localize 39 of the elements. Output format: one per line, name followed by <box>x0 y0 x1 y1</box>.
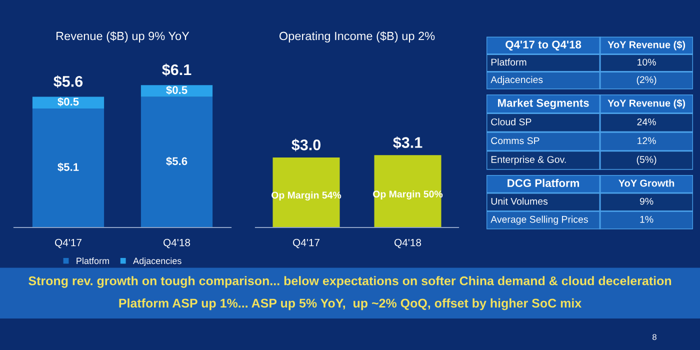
text: 9% <box>640 198 654 205</box>
text: Platform ASP up 1%... ASP up 5% YoY, up ~2% QoQ, offset by higher SoC mix <box>119 298 582 310</box>
data-label: $0.5 <box>58 97 79 106</box>
text: 24% <box>637 118 656 126</box>
text: Platform <box>491 58 526 66</box>
data-label: $0.5 <box>166 86 188 95</box>
text: Q4'17 to Q4'18 <box>506 40 582 51</box>
x-tick-label: Q4'18 <box>164 238 190 248</box>
data-label: $3.0 <box>292 138 320 152</box>
text: Unit Volumes <box>491 198 548 205</box>
total-label: $5.6 <box>54 75 83 88</box>
text: Enterprise & Gov. <box>491 156 566 165</box>
total-label: $6.1 <box>162 64 192 76</box>
x-tick-label: Q4'17 <box>293 238 320 248</box>
legend-label: Platform <box>76 257 109 264</box>
data-label: $3.1 <box>393 136 422 149</box>
text: YoY Revenue ($) <box>608 99 686 109</box>
chart-title: Operating Income ($B) up 2% <box>279 31 435 43</box>
x-tick-label: Q4'17 <box>55 238 82 248</box>
x-tick-label: Q4'18 <box>394 238 422 248</box>
text: (5%) <box>636 156 656 165</box>
text: 8 <box>652 334 656 340</box>
text: Adjacencies <box>490 76 543 86</box>
text: 1% <box>640 216 654 223</box>
text: DCG Platform <box>508 178 580 188</box>
chart-title: Revenue ($B) up 9% YoY <box>56 31 190 43</box>
text: (2%) <box>636 76 656 86</box>
text: Strong rev. growth on tough comparison... below expectations on softer China demand & cloud deceleration <box>28 276 672 288</box>
text: Market Segments <box>498 98 589 110</box>
text: Cloud SP <box>491 118 532 126</box>
legend-label: Adjacencies <box>133 257 182 266</box>
text: 10% <box>638 58 656 66</box>
data-label: $5.1 <box>58 162 79 172</box>
text: YoY Growth <box>618 179 674 187</box>
data-label: $5.6 <box>166 156 188 166</box>
text: YoY Revenue ($) <box>608 40 686 50</box>
text: Comms SP <box>491 137 540 144</box>
text: 12% <box>638 137 656 144</box>
text: Average Selling Prices <box>490 216 588 225</box>
